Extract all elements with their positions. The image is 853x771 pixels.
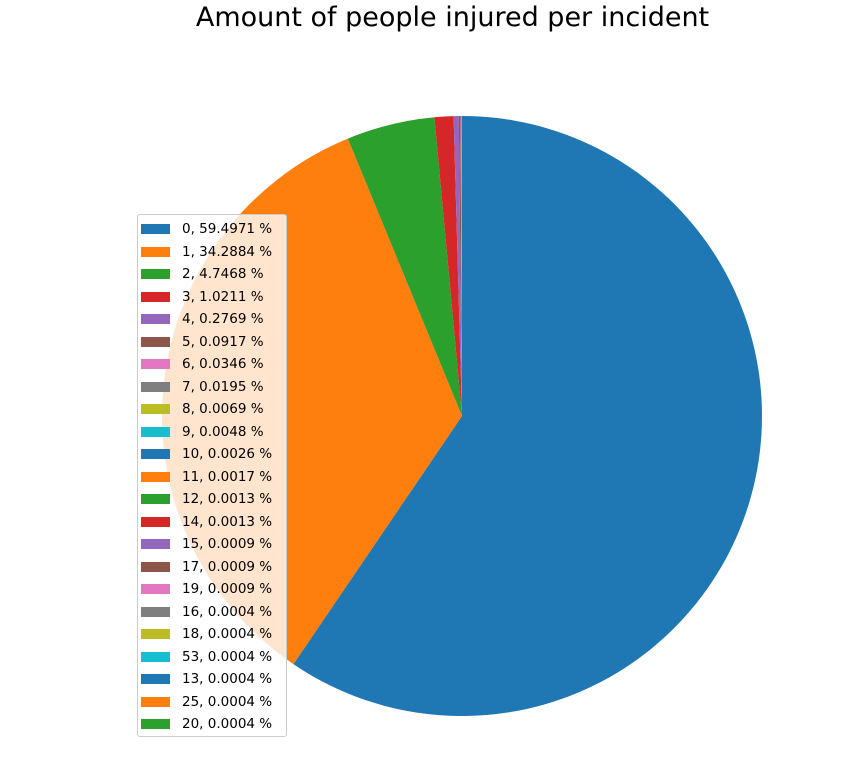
legend-swatch [141, 629, 170, 639]
legend-swatch [141, 426, 170, 437]
legend-swatch [141, 471, 170, 482]
legend-swatch [141, 494, 170, 504]
legend-label: 8, 0.0069 % [182, 401, 264, 417]
pie-slice-0 [293, 116, 762, 716]
legend-swatch [141, 651, 170, 662]
legend-swatch [141, 449, 170, 459]
legend-item: 15, 0.0009 % [141, 534, 272, 554]
legend-item: 4, 0.2769 % [141, 309, 264, 329]
legend-swatch [141, 291, 170, 302]
legend-label: 12, 0.0013 % [182, 491, 273, 507]
legend-item: 10, 0.0026 % [141, 444, 272, 464]
pie-slice-2 [347, 117, 462, 417]
legend-label: 18, 0.0004 % [182, 626, 273, 642]
legend-swatch [141, 561, 170, 572]
legend-label: 10, 0.0026 % [182, 446, 273, 462]
pie-slice-4 [453, 116, 462, 416]
legend-label: 17, 0.0009 % [182, 558, 273, 575]
legend-item: 8, 0.0069 % [141, 399, 264, 419]
legend-swatch [141, 359, 170, 369]
legend-item: 5, 0.0917 % [141, 332, 264, 352]
legend-item: 3, 1.0211 % [141, 287, 264, 307]
legend-swatch [141, 584, 170, 594]
pie-slice-6 [460, 116, 462, 416]
pie-slice-3 [434, 116, 462, 417]
legend-item: 19, 0.0009 % [141, 579, 272, 599]
legend-item: 0, 59.4971 % [141, 219, 272, 239]
legend-swatch [141, 696, 170, 707]
legend-label: 0, 59.4971 % [182, 221, 273, 237]
legend-swatch [141, 539, 170, 549]
legend-label: 2, 4.7468 % [182, 266, 264, 282]
legend-swatch [141, 516, 170, 527]
legend-item: 14, 0.0013 % [141, 512, 272, 532]
legend-label: 14, 0.0013 % [182, 513, 273, 530]
legend: 0, 59.4971 % 1, 34.2884 % 2, 4.7468 % 3, 1.… [137, 214, 287, 737]
legend-label: 9, 0.0048 % [182, 423, 264, 440]
legend-label: 1, 34.2884 % [182, 243, 273, 260]
legend-item: 11, 0.0017 % [141, 467, 272, 487]
legend-label: 19, 0.0009 % [182, 581, 273, 597]
legend-item: 18, 0.0004 % [141, 624, 272, 644]
legend-swatch [141, 269, 170, 279]
legend-item: 2, 4.7468 % [141, 264, 264, 284]
legend-swatch [141, 224, 170, 234]
legend-item: 16, 0.0004 % [141, 602, 272, 622]
pie-slice-5 [458, 116, 462, 416]
legend-label: 25, 0.0004 % [182, 693, 273, 710]
legend-item: 13, 0.0004 % [141, 669, 272, 689]
legend-label: 15, 0.0009 % [182, 536, 273, 552]
legend-label: 3, 1.0211 % [182, 288, 264, 305]
legend-label: 6, 0.0346 % [182, 356, 264, 372]
legend-label: 4, 0.2769 % [182, 311, 264, 327]
legend-label: 13, 0.0004 % [182, 671, 273, 687]
legend-label: 11, 0.0017 % [182, 468, 273, 485]
legend-label: 5, 0.0917 % [182, 333, 264, 350]
legend-label: 20, 0.0004 % [182, 716, 273, 732]
legend-swatch [141, 719, 170, 729]
legend-swatch [141, 674, 170, 684]
legend-item: 6, 0.0346 % [141, 354, 264, 374]
legend-item: 20, 0.0004 % [141, 714, 272, 734]
legend-swatch [141, 381, 170, 392]
legend-item: 25, 0.0004 % [141, 692, 272, 712]
legend-item: 12, 0.0013 % [141, 489, 272, 509]
legend-swatch [141, 246, 170, 257]
chart-title: Amount of people injured per incident [195, 2, 710, 33]
legend-swatch [141, 606, 170, 617]
legend-item: 1, 34.2884 % [141, 242, 272, 262]
legend-swatch [141, 314, 170, 324]
legend-swatch [141, 404, 170, 414]
pie-slice-7 [461, 116, 462, 416]
legend-label: 53, 0.0004 % [182, 648, 273, 665]
legend-label: 16, 0.0004 % [182, 603, 273, 620]
legend-swatch [141, 336, 170, 347]
legend-item: 17, 0.0009 % [141, 557, 272, 577]
legend-label: 7, 0.0195 % [182, 378, 264, 395]
legend-item: 7, 0.0195 % [141, 377, 264, 397]
legend-item: 53, 0.0004 % [141, 647, 272, 667]
legend-item: 9, 0.0048 % [141, 422, 264, 442]
